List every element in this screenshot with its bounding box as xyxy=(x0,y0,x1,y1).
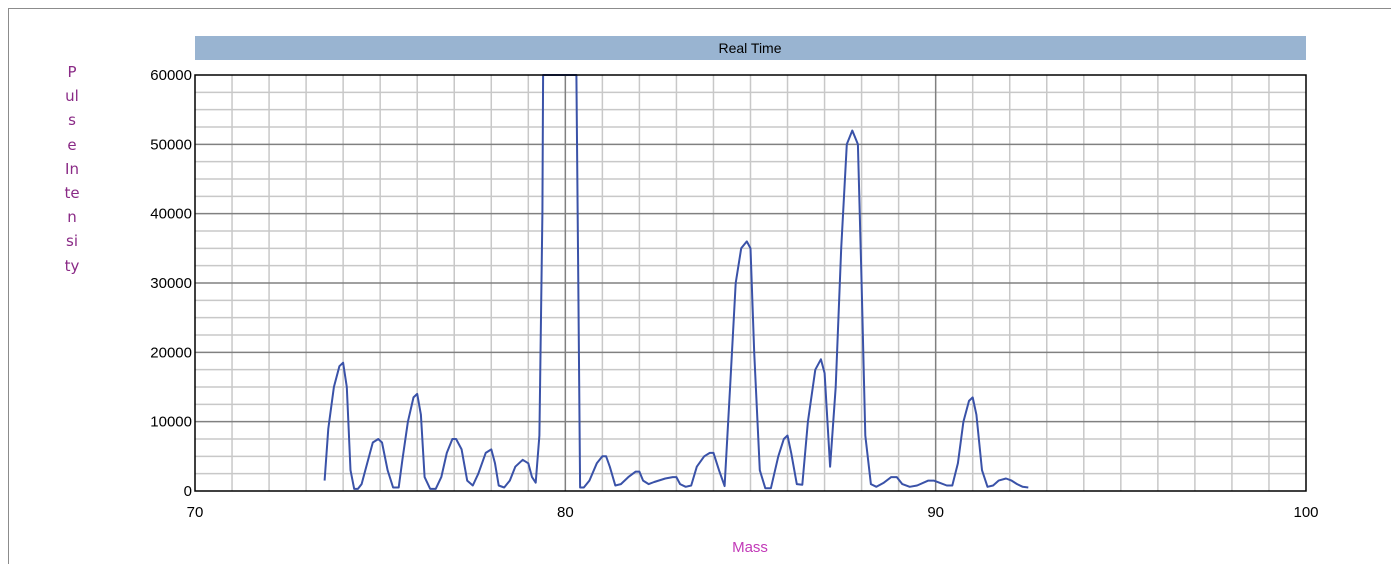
y-tick-labels: 0 10000 20000 30000 40000 50000 60000 xyxy=(150,67,192,500)
y-tick-label: 60000 xyxy=(150,67,192,84)
y-tick-label: 40000 xyxy=(150,206,192,223)
title-bar-group: Real Time xyxy=(195,36,1306,60)
series-line xyxy=(323,74,1029,490)
y-tick-label: 20000 xyxy=(150,344,192,361)
y-axis-label: Pulse Intensity xyxy=(64,63,82,275)
y-tick-label: 0 xyxy=(184,483,192,500)
window-frame xyxy=(8,8,1391,564)
x-tick-label: 100 xyxy=(1293,504,1318,521)
x-tick-labels: 70 80 90 100 xyxy=(187,504,1319,521)
y-tick-label: 30000 xyxy=(150,275,192,292)
y-tick-label: 10000 xyxy=(150,414,192,431)
x-axis-label: Mass xyxy=(732,539,768,556)
x-tick-label: 80 xyxy=(557,504,574,521)
plot-border xyxy=(194,74,1307,492)
x-tick-label: 70 xyxy=(187,504,204,521)
x-tick-label: 90 xyxy=(927,504,944,521)
title-bar xyxy=(195,36,1306,60)
major-gridlines xyxy=(195,75,1306,491)
y-tick-label: 50000 xyxy=(150,136,192,153)
chart-title: Real Time xyxy=(718,40,781,56)
